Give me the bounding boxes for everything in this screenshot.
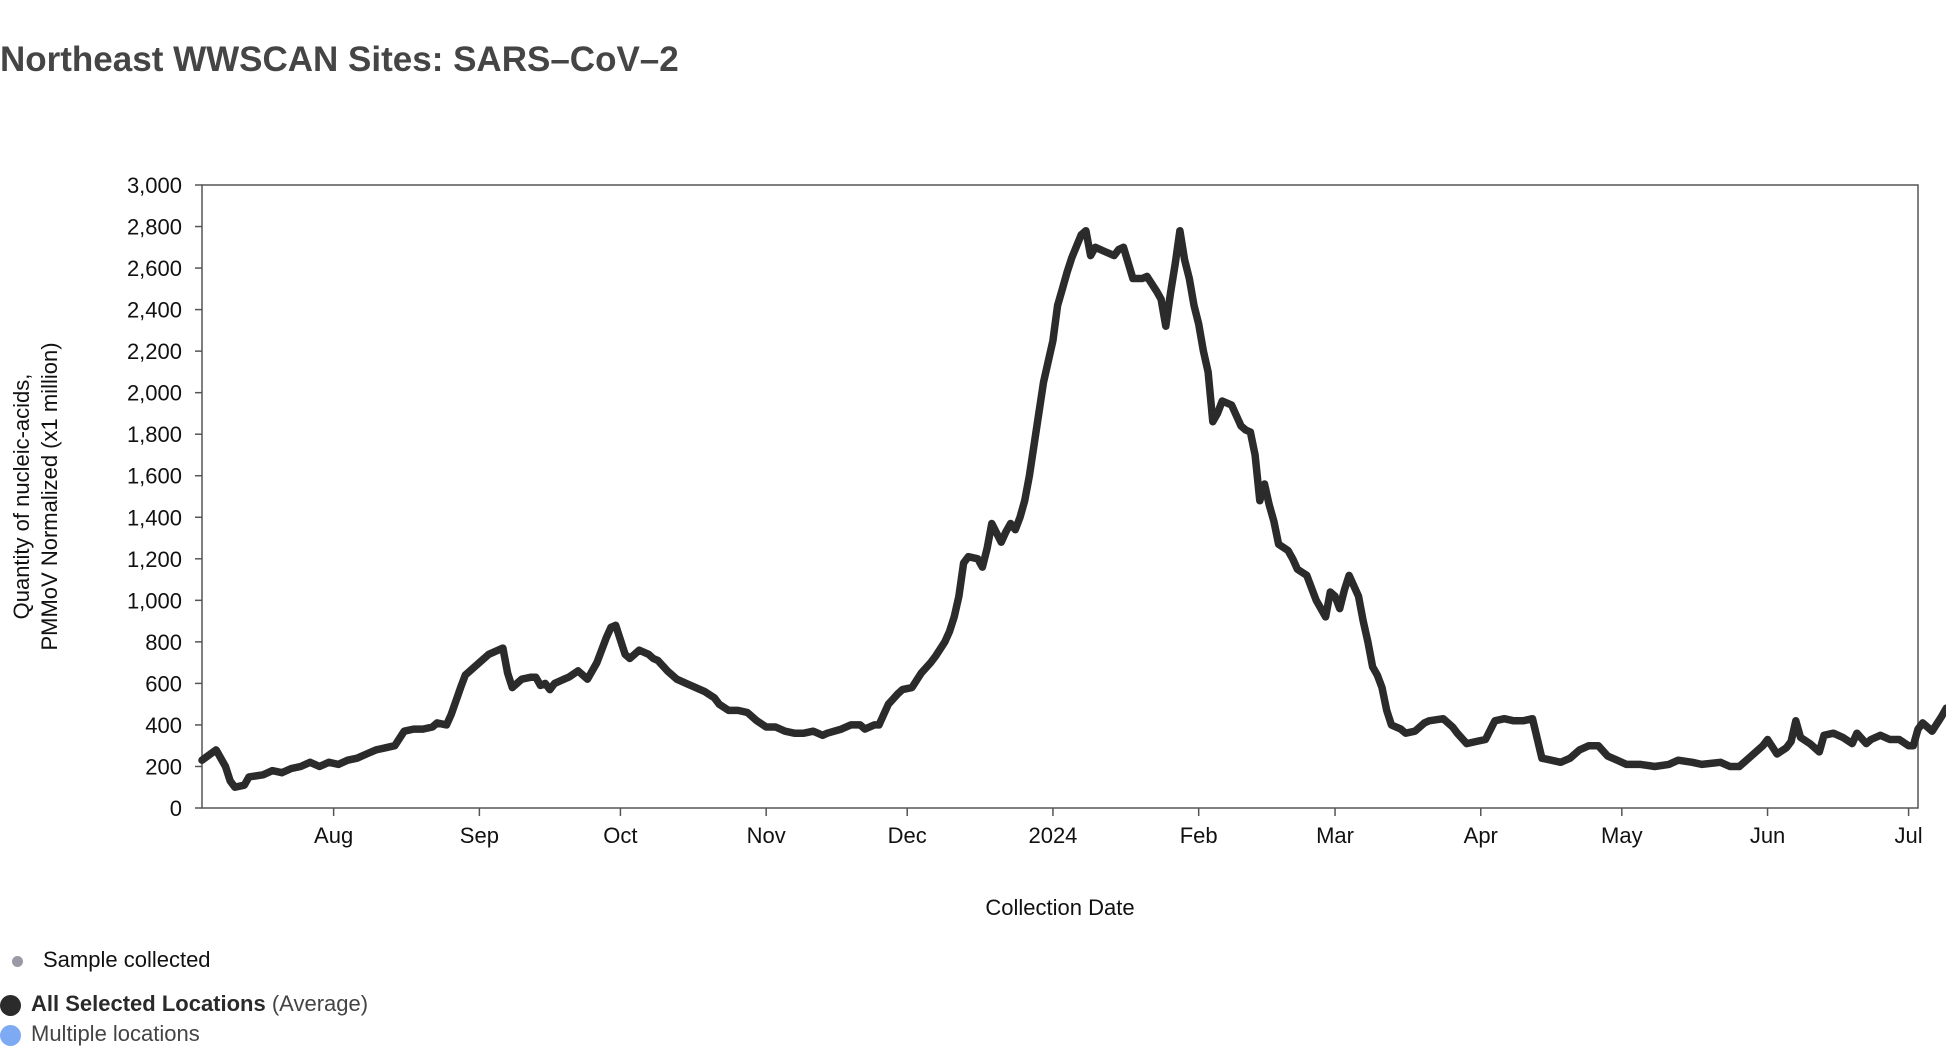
x-tick-label: Sep bbox=[460, 823, 499, 848]
x-tick-label: Feb bbox=[1180, 823, 1218, 848]
y-tick-label: 2,600 bbox=[127, 256, 182, 281]
legend-item-multiple-locations[interactable]: Multiple locations bbox=[0, 1020, 200, 1048]
page-title: Northeast WWSCAN Sites: SARS–CoV–2 bbox=[0, 40, 679, 79]
series-line bbox=[198, 226, 1946, 791]
plot-area bbox=[201, 184, 1919, 809]
x-tick-label: Nov bbox=[747, 823, 786, 848]
y-tick-label: 3,000 bbox=[127, 173, 182, 198]
y-tick-label: 2,200 bbox=[127, 339, 182, 364]
y-tick-label: 600 bbox=[145, 671, 182, 696]
x-tick-label: Apr bbox=[1464, 823, 1498, 848]
y-tick-label: 1,000 bbox=[127, 588, 182, 613]
y-axis-label-line-2: PMMoV Normalized (x1 million) bbox=[37, 342, 62, 650]
sample-dot-icon bbox=[12, 955, 23, 967]
legend-label: All Selected Locations bbox=[31, 991, 266, 1016]
legend-item-all-locations[interactable]: All Selected Locations (Average) bbox=[0, 990, 368, 1018]
y-tick-label: 1,800 bbox=[127, 422, 182, 447]
x-tick-label: Dec bbox=[888, 823, 927, 848]
x-tick-label: Jun bbox=[1750, 823, 1785, 848]
y-tick-label: 400 bbox=[145, 713, 182, 738]
x-tick-label: Mar bbox=[1316, 823, 1354, 848]
x-tick-label: Aug bbox=[314, 823, 353, 848]
y-tick-label: 1,200 bbox=[127, 547, 182, 572]
y-tick-label: 2,000 bbox=[127, 381, 182, 406]
x-axis: Aug Sep Oct Nov Dec 2024 Feb Mar Apr May Jun Jul bbox=[314, 808, 1923, 848]
y-tick-label: 2,800 bbox=[127, 215, 182, 240]
x-tick-label: May bbox=[1601, 823, 1643, 848]
y-tick-label: 800 bbox=[145, 630, 182, 655]
y-axis-label-line-1: Quantity of nucleic-acids, bbox=[9, 374, 34, 620]
y-tick-label: 0 bbox=[170, 796, 182, 821]
x-tick-label: Oct bbox=[603, 823, 637, 848]
y-tick-label: 1,400 bbox=[127, 505, 182, 530]
legend-label: Multiple locations bbox=[31, 1021, 200, 1046]
legend-label: Sample collected bbox=[43, 947, 211, 972]
legend-label-suffix: (Average) bbox=[271, 991, 369, 1016]
y-tick-label: 2,400 bbox=[127, 298, 182, 323]
y-tick-label: 1,600 bbox=[127, 464, 182, 489]
y-axis: 0 200 400 600 800 1,000 1,200 1,400 1,600 1,800 2,… bbox=[127, 173, 202, 821]
legend-item-sample: Sample collected bbox=[12, 946, 211, 974]
multiple-locations-dot-icon bbox=[0, 1024, 21, 1046]
x-tick-label: 2024 bbox=[1028, 823, 1077, 848]
series-layer bbox=[198, 226, 1946, 791]
x-axis-label: Collection Date bbox=[985, 895, 1134, 920]
y-tick-label: 200 bbox=[145, 754, 182, 779]
all-locations-dot-icon bbox=[0, 994, 21, 1016]
x-tick-label: Jul bbox=[1895, 823, 1923, 848]
